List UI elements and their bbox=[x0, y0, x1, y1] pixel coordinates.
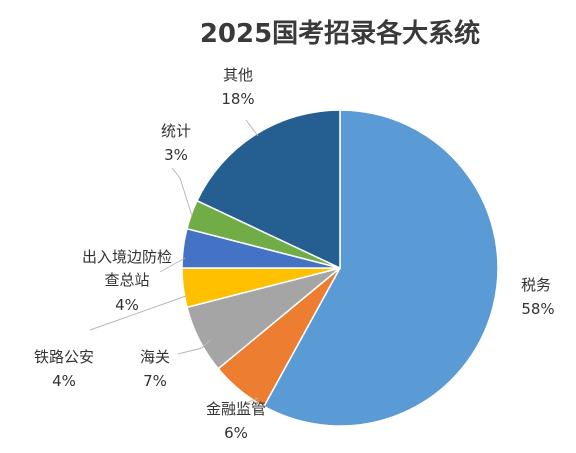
label-pct-jinrong: 6% bbox=[224, 424, 248, 442]
label-pct-shuiwu: 58% bbox=[521, 300, 554, 318]
leader-line-tongji bbox=[171, 167, 193, 217]
leader-line-jinrong bbox=[243, 397, 259, 405]
pie-slice-6 bbox=[196, 109, 341, 270]
leader-line-tielu bbox=[89, 295, 187, 331]
label-pct-haiguan: 7% bbox=[143, 372, 167, 390]
leader-line-churujing bbox=[159, 257, 186, 273]
label-pct-churujing: 4% bbox=[115, 296, 139, 314]
leader-line-qita bbox=[245, 119, 259, 137]
label-pct-qita: 18% bbox=[221, 90, 254, 108]
label-name-haiguan: 海关 bbox=[140, 348, 170, 366]
leader-line-haiguan bbox=[177, 339, 211, 355]
label-pct-tongji: 3% bbox=[164, 146, 188, 164]
chart-title: 2025国考招录各大系统 bbox=[200, 18, 480, 49]
label-name-tielu: 铁路公安 bbox=[34, 348, 94, 366]
label-pct-tielu: 4% bbox=[52, 372, 76, 390]
label-name-shuiwu: 税务 bbox=[521, 276, 551, 294]
data-labels: 税务 58% 金融监管 6% 海关 7% 铁路公安 4% 出入境边防检 查总站 … bbox=[34, 66, 555, 442]
label-name-tongji: 统计 bbox=[161, 122, 191, 140]
pie-slice-0 bbox=[262, 109, 499, 427]
label-name-jinrong: 金融监管 bbox=[206, 400, 266, 418]
pie-slices bbox=[181, 109, 499, 427]
label-name-churujing-line2: 查总站 bbox=[104, 271, 149, 289]
leader-lines bbox=[89, 119, 259, 405]
label-name-churujing-line1: 出入境边防检 bbox=[82, 248, 172, 266]
label-name-qita: 其他 bbox=[223, 66, 253, 84]
